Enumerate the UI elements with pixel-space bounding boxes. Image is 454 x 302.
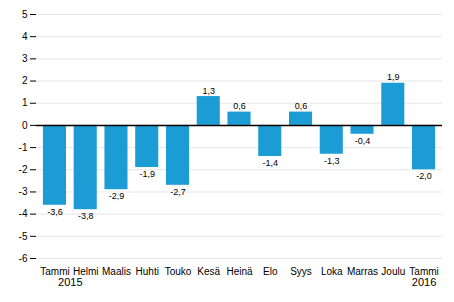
svg-text:-3: -3 [19, 186, 28, 197]
svg-text:-5: -5 [19, 231, 28, 242]
svg-text:-0,4: -0,4 [355, 136, 371, 146]
svg-text:Tammi: Tammi [40, 266, 69, 277]
svg-text:Kesä: Kesä [197, 266, 220, 277]
svg-text:Loka: Loka [321, 266, 343, 277]
svg-text:Helmi: Helmi [73, 266, 99, 277]
svg-text:Marras: Marras [347, 266, 378, 277]
svg-text:1: 1 [22, 97, 28, 108]
svg-text:1,3: 1,3 [202, 86, 215, 96]
svg-text:-1,9: -1,9 [139, 169, 155, 179]
svg-text:Touko: Touko [165, 266, 192, 277]
svg-text:-2: -2 [19, 164, 28, 175]
svg-text:Heinä: Heinä [226, 266, 253, 277]
svg-text:2015: 2015 [58, 276, 82, 288]
svg-text:Maalis: Maalis [102, 266, 131, 277]
svg-text:-1,3: -1,3 [324, 156, 340, 166]
svg-text:4: 4 [22, 31, 28, 42]
svg-text:-2,9: -2,9 [109, 191, 125, 201]
svg-text:2016: 2016 [412, 276, 436, 288]
svg-text:Syys: Syys [290, 266, 312, 277]
svg-text:-6: -6 [19, 253, 28, 264]
svg-text:3: 3 [22, 53, 28, 64]
svg-text:-4: -4 [19, 208, 28, 219]
svg-text:-1: -1 [19, 142, 28, 153]
svg-text:-2,7: -2,7 [170, 187, 186, 197]
svg-text:0: 0 [22, 120, 28, 131]
svg-text:Huhti: Huhti [136, 266, 159, 277]
svg-text:0,6: 0,6 [295, 101, 308, 111]
svg-text:2: 2 [22, 75, 28, 86]
svg-text:1,9: 1,9 [387, 72, 400, 82]
svg-text:Tammi: Tammi [409, 266, 438, 277]
svg-text:Joulu: Joulu [381, 266, 405, 277]
svg-text:5: 5 [22, 9, 28, 20]
svg-text:-2,0: -2,0 [416, 171, 432, 181]
svg-text:-3,6: -3,6 [47, 207, 63, 217]
svg-text:Elo: Elo [263, 266, 278, 277]
svg-text:0,6: 0,6 [233, 101, 246, 111]
svg-text:-1,4: -1,4 [262, 158, 278, 168]
svg-text:-3,8: -3,8 [78, 211, 94, 221]
